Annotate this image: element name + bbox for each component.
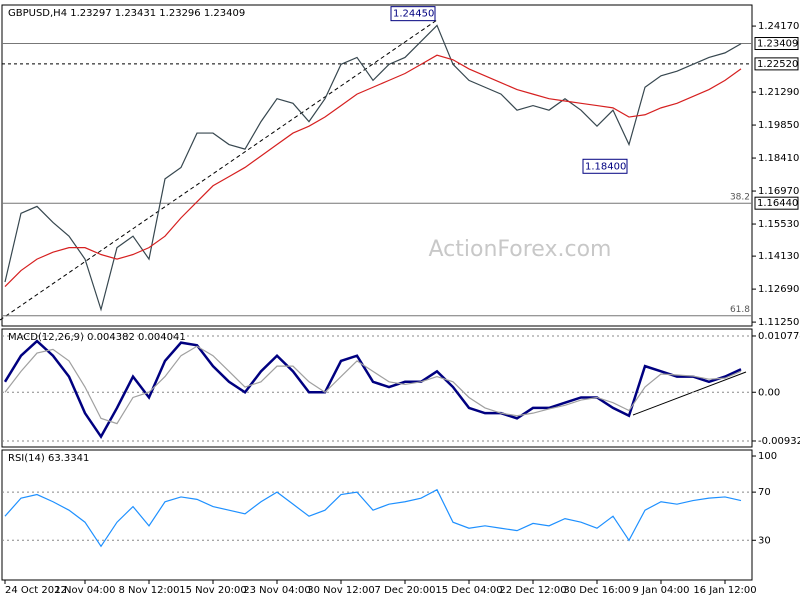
annotation: 1.24450 — [393, 9, 434, 20]
x-tick-label: 22 Dec 12:00 — [499, 585, 566, 596]
y-tick-label: 1.18410 — [758, 153, 799, 164]
y-tick-label: 1.11250 — [758, 317, 799, 328]
panel-frame — [1, 449, 753, 581]
x-tick-label: 9 Jan 04:00 — [633, 585, 690, 596]
series-line — [4, 345, 742, 425]
y-tick-label: 1.16970 — [758, 186, 799, 197]
macd-trend-line — [632, 371, 747, 416]
level-label-box — [754, 37, 799, 51]
y-tick-label: 1.12690 — [758, 284, 799, 295]
y-tick-label: 30 — [758, 535, 771, 546]
y-tick-label: 1.24170 — [758, 21, 799, 32]
y-tick-label: 1.19850 — [758, 120, 799, 131]
x-tick-label: 23 Nov 04:00 — [243, 585, 310, 596]
annotation: 1.18400 — [585, 161, 626, 172]
y-tick-label: 0.00 — [758, 387, 780, 398]
watermark: ActionForex.com — [429, 237, 612, 262]
x-tick-label: 7 Dec 20:00 — [375, 585, 436, 596]
y-tick-label: 100 — [758, 451, 777, 462]
x-tick-label: 15 Dec 04:00 — [435, 585, 502, 596]
y-tick-label: -0.009328 — [758, 436, 800, 447]
series-line — [3, 339, 742, 440]
series-line — [4, 488, 742, 548]
panel-title: GBPUSD,H4 1.23297 1.23431 1.23296 1.2340… — [8, 8, 245, 19]
fib-label: 61.8 — [730, 305, 750, 315]
y-tick-label: 70 — [758, 487, 771, 498]
y-tick-label: 1.14130 — [758, 251, 799, 262]
panel-frame — [1, 328, 753, 448]
x-tick-label: 24 Oct 2022 — [5, 585, 67, 596]
x-tick-label: 1 Nov 04:00 — [54, 585, 115, 596]
series-line — [4, 24, 742, 312]
x-tick-label: 16 Jan 12:00 — [693, 585, 756, 596]
panel-title: RSI(14) 63.3341 — [8, 453, 89, 464]
x-tick-label: 15 Nov 20:00 — [179, 585, 246, 596]
y-tick-label: 1.15530 — [758, 219, 799, 230]
annotation-box — [582, 158, 628, 174]
x-tick-label: 30 Dec 16:00 — [563, 585, 630, 596]
x-tick-label: 8 Nov 12:00 — [118, 585, 179, 596]
level-label: 1.22520 — [757, 59, 798, 70]
y-tick-label: 1.21290 — [758, 87, 799, 98]
level-label: 1.23409 — [757, 39, 798, 50]
panel-title: MACD(12,26,9) 0.004382 0.004041 — [8, 332, 186, 343]
series-line — [4, 54, 742, 288]
x-tick-label: 30 Nov 12:00 — [307, 585, 374, 596]
trend-line — [0, 19, 438, 321]
panel-frame — [1, 4, 753, 327]
y-tick-label: 0.010774 — [758, 331, 800, 342]
annotation-box — [390, 6, 436, 22]
fib-label: 38.2 — [730, 193, 750, 203]
level-label-box — [754, 196, 799, 210]
level-label-box — [754, 57, 799, 71]
level-label: 1.16440 — [757, 198, 798, 209]
